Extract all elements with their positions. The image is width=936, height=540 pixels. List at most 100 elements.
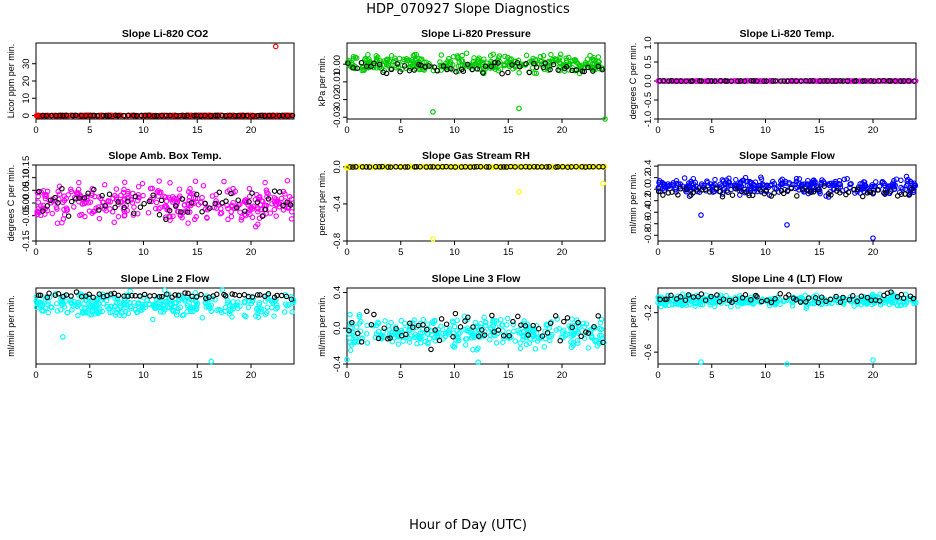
panel-1: Slope Li-820 CO2 0 5 10 15 20 0 10 20 30 Licor ppm… <box>6 28 296 136</box>
y-tick-label: 0.10 <box>21 168 32 187</box>
data-point <box>57 307 64 313</box>
data-point <box>373 322 380 329</box>
data-point <box>37 292 44 298</box>
plot-frame <box>35 42 295 120</box>
data-point <box>254 306 260 313</box>
data-point <box>888 188 894 194</box>
data-point <box>457 324 464 330</box>
data-point <box>672 78 678 84</box>
data-point <box>530 322 536 329</box>
data-point <box>502 53 508 60</box>
data-point <box>139 307 145 313</box>
data-point <box>168 302 175 308</box>
data-point <box>657 188 664 195</box>
data-point <box>235 299 241 305</box>
data-point <box>96 291 103 297</box>
data-point <box>455 335 461 342</box>
data-point <box>172 292 178 298</box>
data-point <box>362 55 368 62</box>
data-point <box>346 327 352 334</box>
data-point <box>743 189 749 195</box>
data-point <box>115 199 121 205</box>
data-point <box>48 304 54 310</box>
data-point <box>903 300 910 306</box>
data-point <box>748 179 754 186</box>
x-tick-label: 5 <box>87 247 92 258</box>
data-point <box>594 343 601 349</box>
data-point <box>229 291 235 297</box>
data-point <box>837 299 844 305</box>
data-point <box>741 78 748 84</box>
data-point <box>203 295 209 302</box>
data-point <box>402 164 409 170</box>
data-point <box>56 191 63 197</box>
data-point <box>884 298 890 305</box>
data-point <box>115 292 122 299</box>
data-point <box>364 340 371 346</box>
data-point <box>246 185 253 192</box>
data-point <box>364 308 370 315</box>
data-point <box>235 305 241 311</box>
data-point <box>850 293 856 299</box>
data-point <box>122 212 128 219</box>
data-point <box>716 298 723 305</box>
data-point <box>120 189 127 196</box>
data-point <box>232 112 238 119</box>
outlier-point <box>602 116 608 122</box>
data-point <box>553 57 560 63</box>
data-point <box>193 191 200 198</box>
data-point <box>406 335 413 342</box>
y-axis-label: degrees C per min. <box>628 43 638 120</box>
data-point <box>417 164 423 170</box>
data-point <box>162 306 168 313</box>
data-point <box>807 181 813 187</box>
data-point <box>860 78 866 84</box>
data-point <box>276 189 283 195</box>
data-point <box>726 175 732 182</box>
data-point <box>583 329 589 335</box>
x-tick-label: 10 <box>138 370 149 381</box>
data-point <box>157 309 164 315</box>
data-point <box>657 296 663 303</box>
data-point <box>406 339 413 345</box>
data-point <box>499 70 505 77</box>
data-point <box>427 164 434 170</box>
data-point <box>495 327 502 333</box>
data-point <box>69 112 76 119</box>
data-point <box>877 298 883 304</box>
data-point <box>767 182 774 189</box>
data-point <box>212 200 218 207</box>
outlier-point <box>516 105 522 112</box>
data-point <box>372 164 379 170</box>
data-point <box>186 296 193 302</box>
data-point <box>854 298 860 305</box>
data-point <box>88 312 95 318</box>
panel-title: Slope Li-820 Pressure <box>421 28 531 40</box>
data-point <box>117 302 123 309</box>
data-point <box>491 318 498 324</box>
data-point <box>550 61 557 68</box>
data-point <box>258 112 264 119</box>
data-point <box>91 193 98 200</box>
data-point <box>559 164 566 170</box>
data-point <box>256 305 263 312</box>
data-point <box>110 112 116 119</box>
data-point <box>40 112 46 119</box>
plot-frame <box>657 164 917 242</box>
data-point <box>219 112 226 119</box>
data-point <box>49 210 56 217</box>
data-point <box>566 61 573 67</box>
data-point <box>436 337 443 344</box>
data-point <box>514 59 521 66</box>
data-point <box>740 300 746 306</box>
data-point <box>673 178 680 184</box>
data-point <box>91 186 97 193</box>
data-point <box>158 189 164 195</box>
data-point <box>118 112 124 119</box>
data-point <box>911 78 917 84</box>
data-point <box>452 310 459 317</box>
data-point <box>273 213 279 219</box>
data-point <box>431 64 438 70</box>
y-tick-label: 0.0 <box>332 160 343 173</box>
